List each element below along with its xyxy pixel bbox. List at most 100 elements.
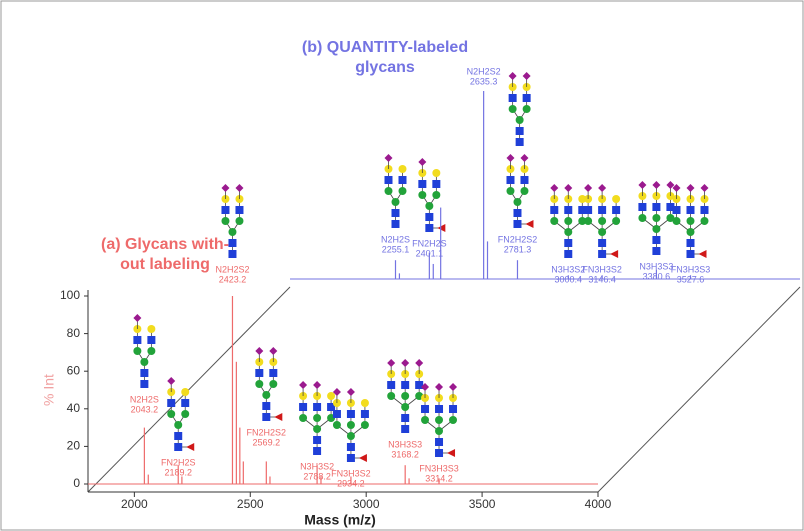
glycan-residue: [235, 206, 244, 214]
glycan-residue: [686, 184, 695, 192]
peak-mass: 2401.1: [416, 248, 444, 258]
glycan-residue: [610, 250, 619, 258]
glycan-residue: [235, 217, 244, 225]
glycan-residue: [228, 250, 237, 258]
glycan-residue: [346, 388, 355, 396]
glycan-residue: [327, 392, 336, 400]
glycan-residue: [274, 413, 283, 421]
glycan-residue: [435, 438, 444, 446]
glycan-residue: [360, 399, 369, 407]
y-tick-label: 100: [60, 288, 80, 302]
glycan-residue: [221, 184, 230, 192]
glycan-residue: [235, 184, 244, 192]
peak-mass: 2635.3: [470, 76, 498, 86]
glycan-residue: [508, 105, 517, 113]
glycan-residue: [432, 191, 441, 199]
glycan-residue: [421, 405, 430, 413]
series-label: (a) Glycans with-: [101, 236, 229, 253]
peak-mass: 3168.2: [391, 449, 419, 459]
glycan-residue: [598, 250, 607, 258]
glycan-residue: [686, 217, 695, 225]
glycan-residue: [313, 414, 322, 422]
glycan-residue: [269, 347, 278, 355]
glycan-residue: [508, 72, 517, 80]
glycan-residue: [506, 187, 515, 195]
y-tick-label: 40: [67, 401, 81, 415]
glycan-residue: [550, 217, 559, 225]
glycan-icon: [255, 347, 283, 421]
glycan-residue: [638, 203, 647, 211]
glycan-residue: [652, 214, 661, 222]
glycan-residue: [612, 206, 621, 214]
glycan-icon: [506, 154, 534, 228]
glycan-residue: [578, 217, 587, 225]
glycan-residue: [299, 403, 308, 411]
glycan-residue: [435, 405, 444, 413]
glycan-residue: [584, 217, 593, 225]
glycan-residue: [313, 381, 322, 389]
depth-edge: [87, 286, 291, 493]
glycan-residue: [686, 239, 695, 247]
peak-name: N2H2S: [381, 234, 410, 244]
glycan-residue: [262, 402, 271, 410]
glycan-residue: [140, 358, 149, 366]
series-label: out labeling: [120, 256, 210, 273]
glycan-residue: [415, 381, 424, 389]
glycan-residue: [174, 432, 183, 440]
glycan-residue: [299, 381, 308, 389]
glycan-residue: [432, 169, 441, 177]
peak-name: N3H3S3: [388, 439, 422, 449]
glycan-residue: [387, 381, 396, 389]
peak-name: N3H3S2: [300, 461, 334, 471]
glycan-residue: [391, 220, 400, 228]
glycan-residue: [425, 224, 434, 232]
glycan-residue: [401, 403, 410, 411]
glycan-residue: [672, 217, 681, 225]
glycan-residue: [425, 202, 434, 210]
glycan-residue: [432, 180, 441, 188]
glycan-residue: [564, 250, 573, 258]
glycan-residue: [401, 359, 410, 367]
x-tick-label: 4000: [585, 497, 612, 511]
glycan-residue: [181, 410, 190, 418]
glycan-residue: [167, 399, 176, 407]
glycan-residue: [700, 206, 709, 214]
glycan-residue: [346, 421, 355, 429]
peak-name: FN3H3S3: [419, 463, 459, 473]
glycan-residue: [550, 206, 559, 214]
peak-mass: 3380.6: [643, 271, 671, 281]
glycan-residue: [133, 314, 142, 322]
glycan-residue: [666, 214, 675, 222]
glycan-icon: [221, 184, 244, 258]
glycan-residue: [140, 369, 149, 377]
glycan-residue: [181, 399, 190, 407]
glycan-residue: [449, 383, 458, 391]
glycan-residue: [327, 403, 336, 411]
peak-mass: 2934.2: [337, 478, 365, 488]
x-tick-label: 2000: [121, 497, 148, 511]
glycan-residue: [449, 416, 458, 424]
peak-mass: 2189.2: [164, 467, 192, 477]
glycan-residue: [418, 158, 427, 166]
glycan-residue: [598, 184, 607, 192]
peak-mass: 3000.4: [555, 274, 583, 284]
glycan-residue: [346, 432, 355, 440]
peak-mass: 2043.2: [131, 404, 159, 414]
glycan-residue: [435, 383, 444, 391]
peak-name: N3H3S3: [639, 261, 673, 271]
glycan-icon: [299, 381, 336, 455]
peak-mass: 2255.1: [382, 244, 410, 254]
glycan-residue: [652, 181, 661, 189]
peak-name: FN2H2S2: [498, 234, 538, 244]
peak-mass: 2423.2: [219, 274, 247, 284]
glycan-residue: [506, 176, 515, 184]
glycan-icon: [418, 158, 446, 232]
glycan-residue: [686, 206, 695, 214]
series-label: (b) QUANTITY-labeled: [302, 39, 468, 56]
glycan-residue: [313, 436, 322, 444]
glycan-residue: [598, 239, 607, 247]
y-tick-label: 20: [67, 439, 81, 453]
glycan-icon: [387, 359, 424, 433]
glycan-residue: [578, 206, 587, 214]
glycan-residue: [398, 187, 407, 195]
